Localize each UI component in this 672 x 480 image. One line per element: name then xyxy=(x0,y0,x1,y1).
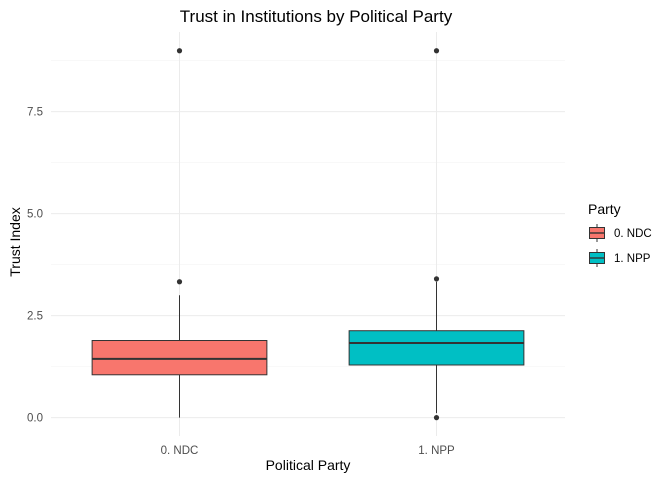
outlier-point xyxy=(433,48,440,54)
x-tick-label: 0. NDC xyxy=(161,445,199,457)
y-tick-label: 5.0 xyxy=(27,209,43,221)
outlier-point xyxy=(433,276,440,282)
box-iqr xyxy=(348,330,525,366)
x-tick-label: 1. NPP xyxy=(418,445,455,457)
legend-label: 0. NDC xyxy=(614,228,652,240)
y-tick-label: 0.0 xyxy=(27,413,43,425)
y-tick-label: 2.5 xyxy=(27,311,43,323)
x-axis-ticks: 0. NDC 1. NPP xyxy=(161,445,455,457)
x-axis-title: Political Party xyxy=(266,457,351,473)
grid-lines xyxy=(51,32,565,436)
box-iqr xyxy=(91,340,268,376)
outlier-point xyxy=(176,279,183,285)
y-axis-title: Trust Index xyxy=(7,207,23,277)
outlier-point xyxy=(433,415,440,421)
box-2 xyxy=(348,48,525,421)
box-1 xyxy=(91,48,268,418)
legend-label: 1. NPP xyxy=(614,253,651,265)
chart-title: Trust in Institutions by Political Party xyxy=(180,7,453,26)
box-plot-area xyxy=(91,48,525,421)
legend-title: Party xyxy=(588,201,621,217)
y-axis-ticks: 0.0 2.5 5.0 7.5 xyxy=(27,107,43,425)
outlier-point xyxy=(176,48,183,54)
y-tick-label: 7.5 xyxy=(27,107,43,119)
legend: Party 0. NDC 1. NPP xyxy=(588,201,652,267)
